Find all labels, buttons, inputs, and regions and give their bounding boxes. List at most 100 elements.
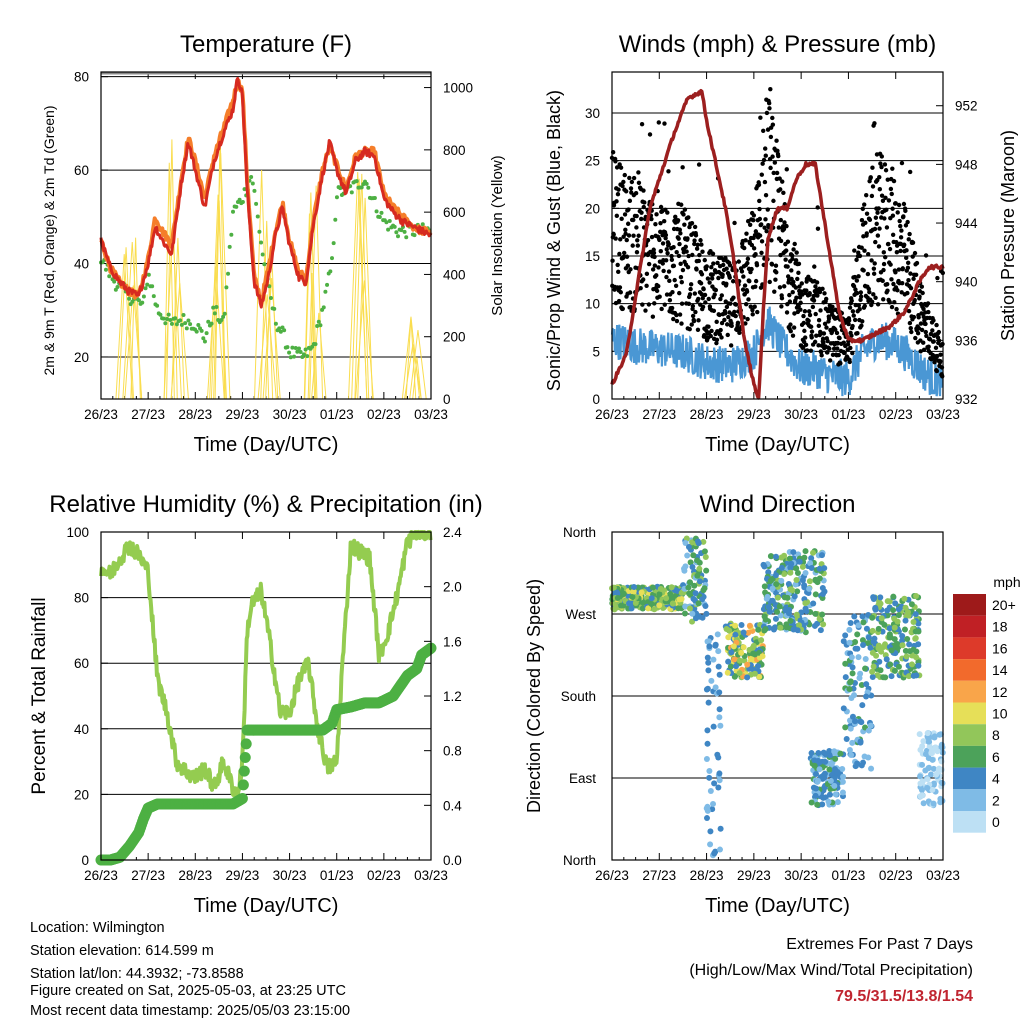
solar-insolation-spike	[412, 357, 422, 400]
gust-point	[757, 198, 762, 204]
direction-point	[819, 801, 826, 808]
direction-point	[834, 768, 841, 775]
gust-point	[747, 222, 753, 228]
gust-point	[935, 275, 940, 281]
direction-point	[682, 540, 689, 547]
gust-point	[623, 189, 629, 194]
gust-point	[710, 272, 715, 277]
gust-point	[678, 274, 684, 280]
x-tick-label: 03/23	[414, 407, 448, 422]
direction-point	[840, 773, 847, 780]
temperature-xlabel: Time (Day/UTC)	[194, 434, 339, 456]
dewpoint-point	[224, 285, 229, 290]
gust-point	[665, 251, 670, 256]
gust-point	[796, 270, 801, 276]
gust-point	[679, 321, 684, 326]
gust-point	[927, 337, 933, 342]
dewpoint-point	[318, 323, 323, 328]
direction-point	[704, 685, 711, 692]
direction-point	[768, 553, 775, 560]
dewpoint-point	[331, 241, 336, 246]
gust-point	[808, 324, 814, 329]
direction-tick-label: North	[563, 853, 596, 868]
direction-point	[707, 841, 714, 848]
gust-point	[809, 335, 814, 340]
gust-point	[859, 218, 865, 223]
dewpoint-point	[313, 342, 318, 347]
dewpoint-point	[273, 321, 278, 326]
gust-point	[618, 237, 623, 242]
gust-point	[865, 271, 871, 277]
dewpoint-point	[181, 312, 186, 317]
dewpoint-point	[184, 326, 189, 331]
gust-point	[741, 274, 746, 279]
gust-point	[897, 218, 902, 224]
direction-point	[880, 674, 887, 681]
direction-point	[776, 603, 783, 610]
direction-point	[715, 754, 722, 761]
gust-point	[764, 229, 769, 234]
gust-point	[752, 304, 757, 309]
direction-point	[868, 765, 875, 772]
gust-point	[902, 242, 907, 247]
direction-point	[689, 610, 696, 617]
gust-point	[714, 337, 720, 342]
gust-point	[881, 261, 887, 267]
gust-point	[794, 250, 799, 255]
y2-tick-label: 600	[443, 205, 466, 220]
direction-point	[802, 570, 809, 577]
y2-tick-label: 0.4	[443, 798, 462, 813]
gust-point	[895, 210, 900, 215]
gust-point	[756, 182, 762, 188]
gust-point	[861, 268, 866, 273]
gust-point	[874, 221, 879, 226]
direction-point	[648, 595, 655, 602]
gust-point	[869, 193, 875, 199]
gust-point	[816, 323, 822, 329]
direction-point	[707, 828, 714, 835]
gust-point	[689, 322, 694, 327]
legend-swatch	[953, 702, 986, 725]
gust-point	[778, 238, 784, 244]
gust-point	[901, 201, 907, 207]
direction-point	[788, 560, 795, 567]
gust-point	[704, 264, 709, 269]
gust-point	[905, 290, 910, 296]
gust-point	[912, 297, 917, 303]
direction-point	[681, 567, 688, 574]
gust-point	[671, 244, 676, 250]
gust-point	[782, 220, 787, 225]
gust-point	[750, 307, 755, 313]
gust-point	[611, 232, 616, 237]
direction-point	[668, 584, 675, 591]
gust-point	[663, 232, 669, 238]
gust-point	[728, 301, 733, 306]
direction-point	[881, 621, 888, 628]
gust-point	[687, 326, 692, 332]
direction-point	[808, 799, 815, 806]
solar-insolation-spike	[357, 197, 373, 400]
direction-point	[859, 613, 866, 620]
gust-point	[806, 318, 811, 323]
gust-point	[875, 210, 880, 215]
direction-point	[710, 723, 717, 730]
gust-point	[857, 306, 862, 312]
gust-point	[838, 361, 843, 366]
direction-point	[848, 752, 855, 759]
gust-point	[665, 210, 670, 215]
direction-point	[761, 583, 768, 590]
direction-point	[816, 565, 823, 572]
dewpoint-point	[285, 345, 290, 350]
gust-point	[654, 288, 660, 294]
gust-point	[646, 261, 652, 267]
gust-point	[931, 339, 936, 344]
direction-point	[937, 795, 944, 802]
gust-point	[759, 239, 765, 244]
dewpoint-point	[145, 282, 150, 287]
gust-point	[785, 264, 790, 269]
gust-point	[621, 250, 627, 256]
direction-point	[915, 641, 922, 648]
y2-tick-label: 1.2	[443, 689, 462, 704]
gust-point	[919, 327, 925, 333]
gust-point	[759, 250, 764, 256]
